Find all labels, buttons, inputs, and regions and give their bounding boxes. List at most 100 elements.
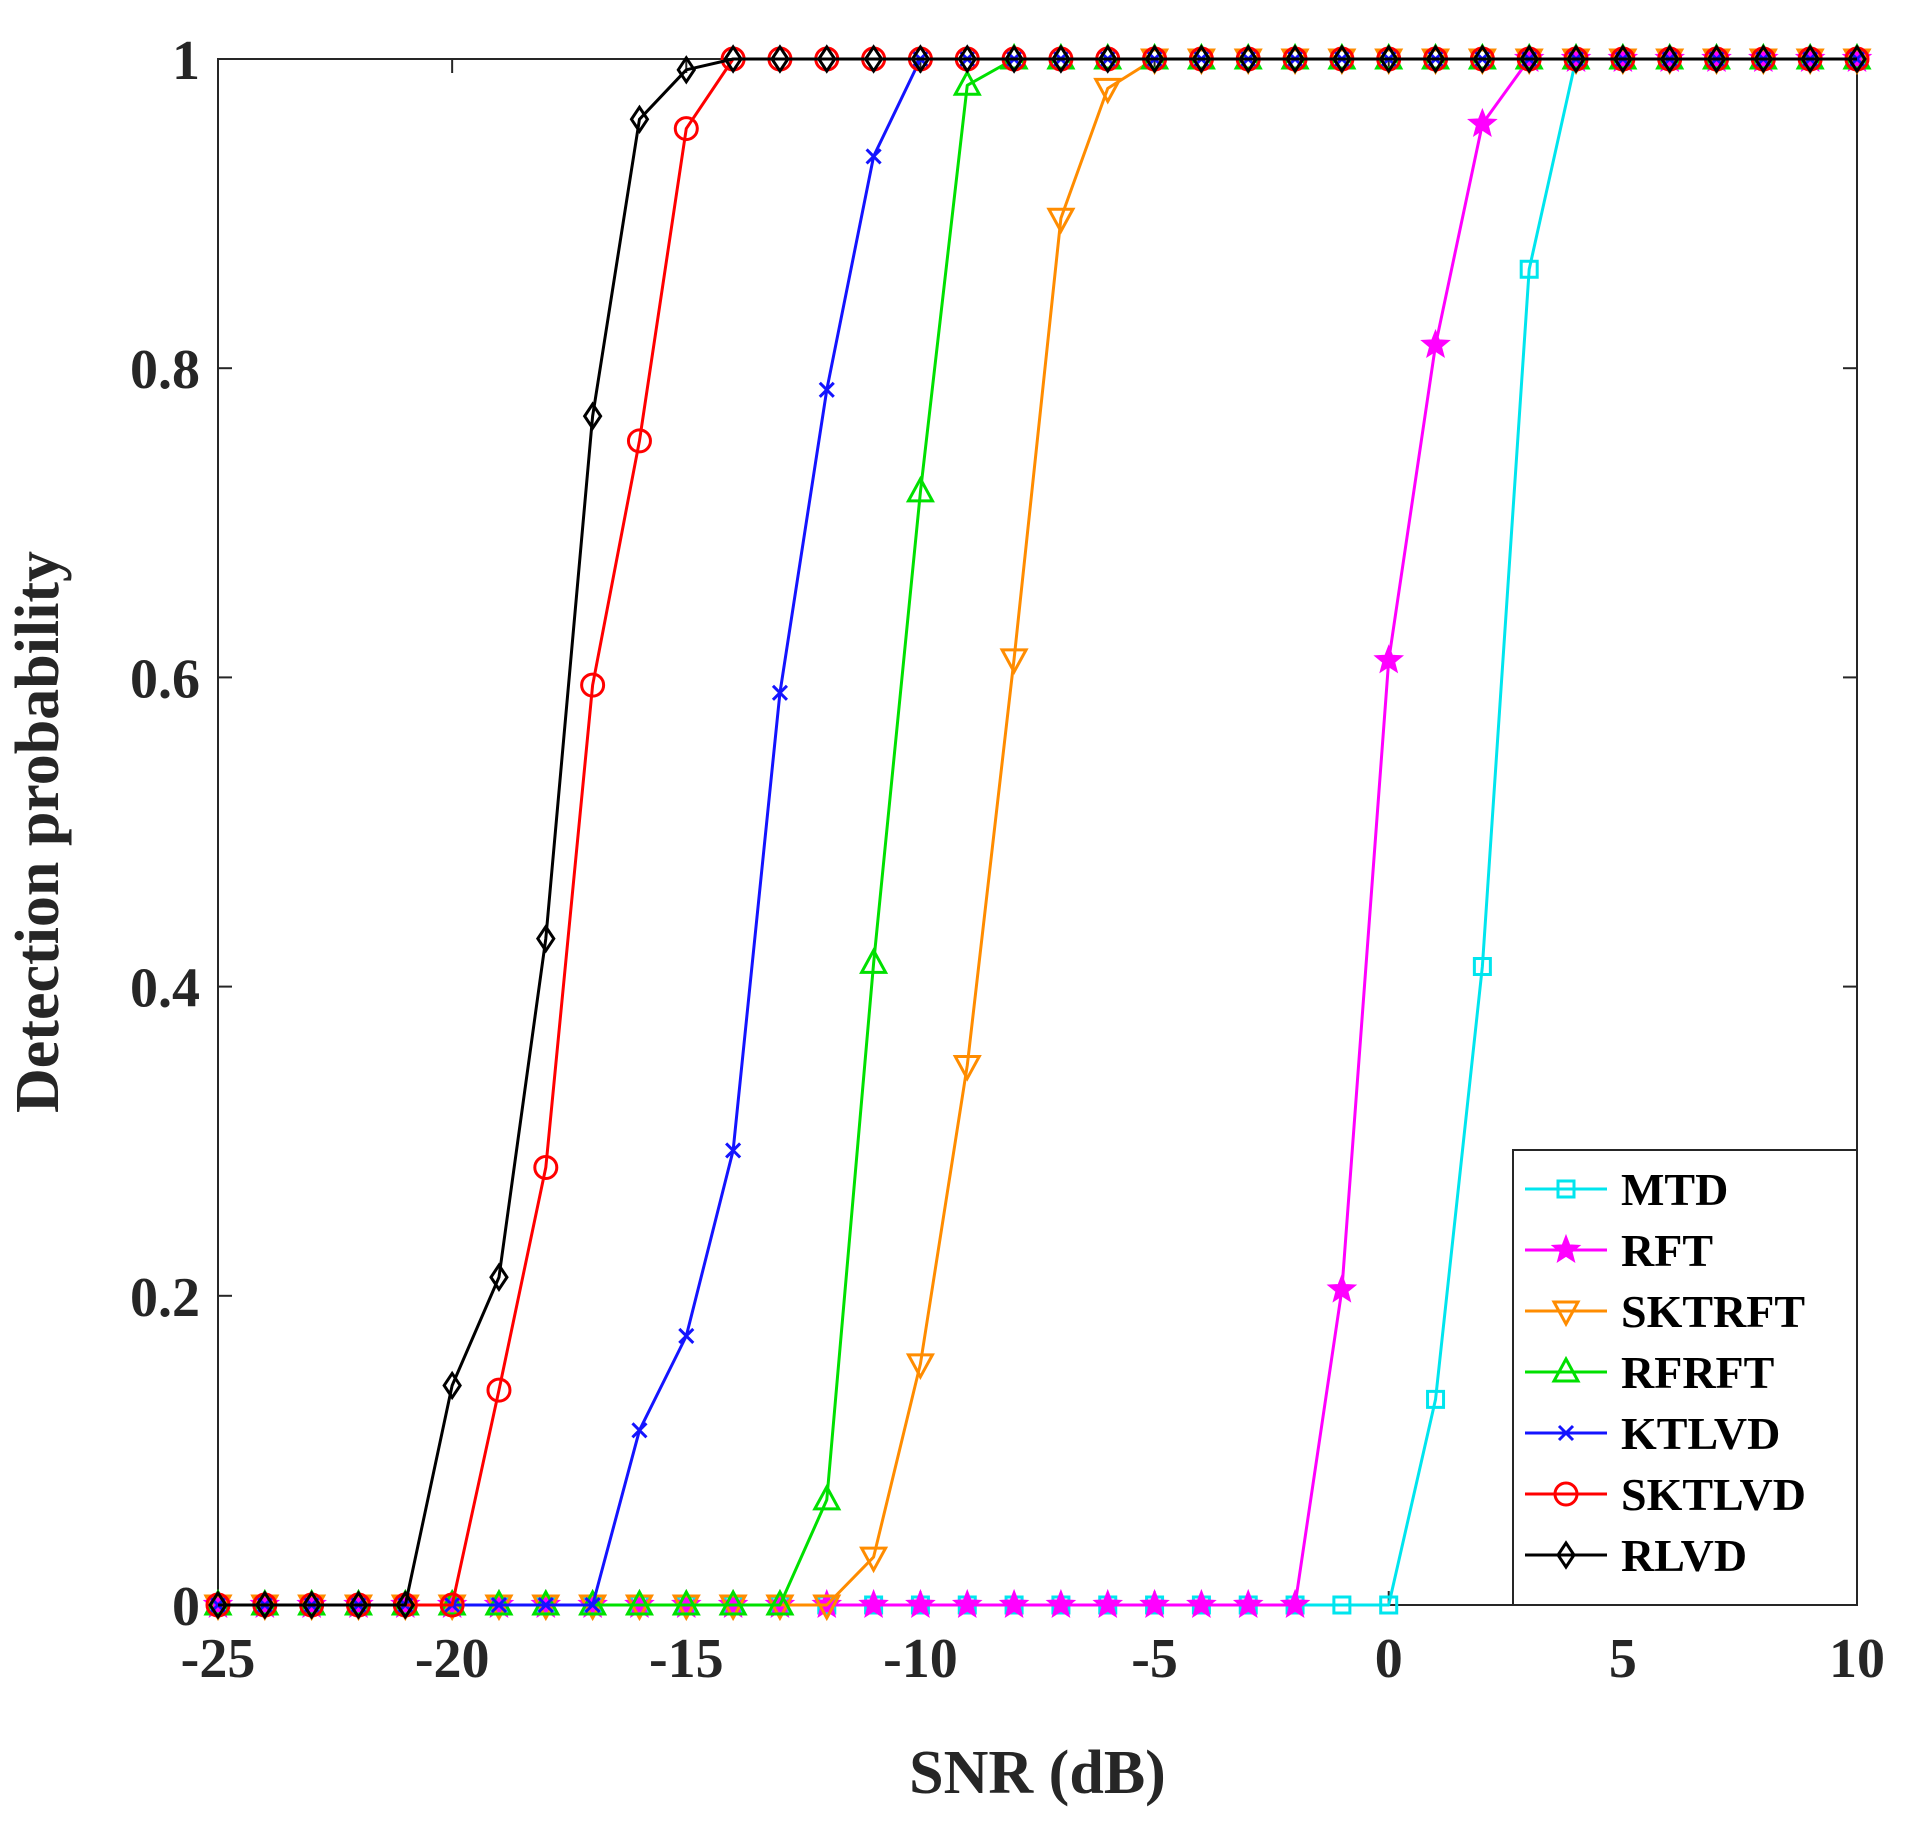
- data-point-rft: [1232, 1588, 1264, 1619]
- data-point-rft: [905, 1588, 936, 1619]
- legend-marker-rft: [1550, 1233, 1582, 1264]
- y-tick-label: 0.8: [130, 339, 200, 401]
- x-tick-label: -15: [649, 1628, 724, 1690]
- data-point-sktrft: [952, 1054, 982, 1082]
- data-point-sktrft: [531, 1594, 561, 1622]
- data-point-mtd: [1519, 259, 1539, 279]
- data-point-ktlvd: [771, 684, 789, 701]
- x-tick-label: 5: [1609, 1628, 1637, 1690]
- data-point-rfrft: [718, 1588, 748, 1616]
- data-point-sktlvd: [580, 672, 606, 698]
- data-point-sktlvd: [439, 1592, 465, 1618]
- series-rlvd: [208, 44, 1867, 1620]
- data-point-rlvd: [816, 44, 837, 74]
- data-point-rlvd: [910, 44, 931, 74]
- y-tick-label: 0.6: [130, 648, 200, 710]
- legend-marker-sktrft: [1551, 1300, 1581, 1328]
- data-point-rlvd: [957, 44, 978, 74]
- data-point-sktlvd: [533, 1154, 559, 1180]
- x-tick-label: -10: [883, 1628, 958, 1690]
- legend-marker-rlvd: [1556, 1540, 1576, 1570]
- data-point-rft: [1279, 1588, 1311, 1619]
- legend-label-rlvd: RLVD: [1621, 1530, 1747, 1581]
- data-point-rfrft: [812, 1483, 842, 1511]
- data-point-sktrft: [859, 1546, 889, 1574]
- data-point-rfrft: [484, 1588, 514, 1616]
- data-point-rlvd: [1659, 44, 1680, 74]
- data-point-rlvd: [1753, 44, 1774, 74]
- legend-entry-rlvd: RLVD: [1525, 1530, 1747, 1581]
- data-point-ktlvd: [678, 1327, 695, 1345]
- data-point-sktrft: [484, 1594, 514, 1622]
- data-point-mtd: [1426, 1389, 1446, 1409]
- legend-label-sktrft: SKTRFT: [1621, 1286, 1805, 1337]
- legend-entry-rft: RFT: [1525, 1225, 1713, 1276]
- data-point-sktrft: [1093, 77, 1123, 105]
- data-point-sktrft: [812, 1594, 842, 1622]
- legend-marker-rfrft: [1551, 1355, 1581, 1383]
- data-point-rfrft: [905, 475, 935, 503]
- legend-marker-ktlvd: [1557, 1424, 1575, 1442]
- data-point-rlvd: [1097, 44, 1118, 74]
- data-point-ktlvd: [818, 381, 835, 398]
- data-point-rft: [1467, 107, 1498, 137]
- data-point-rlvd: [535, 923, 556, 954]
- data-point-rlvd: [255, 1590, 275, 1620]
- data-point-rlvd: [1191, 44, 1212, 74]
- x-tick-label: -5: [1131, 1628, 1178, 1690]
- data-point-ktlvd: [584, 1596, 601, 1614]
- y-axis-title: Detection probability: [4, 551, 72, 1113]
- data-point-rfrft: [671, 1588, 701, 1616]
- legend-label-ktlvd: KTLVD: [1621, 1408, 1780, 1459]
- legend-entry-sktlvd: SKTLVD: [1525, 1469, 1806, 1520]
- data-point-sktlvd: [486, 1377, 512, 1403]
- data-point-rfrft: [952, 69, 982, 96]
- data-point-rlvd: [1519, 44, 1540, 74]
- data-point-rfrft: [578, 1588, 608, 1616]
- data-point-rft: [858, 1588, 889, 1619]
- x-tick-label: 0: [1375, 1628, 1403, 1690]
- legend-marker-sktlvd: [1553, 1481, 1579, 1507]
- data-point-rft: [1186, 1588, 1217, 1619]
- data-point-rfrft: [531, 1588, 561, 1616]
- y-tick-label: 0.2: [130, 1267, 200, 1329]
- data-point-rlvd: [1051, 44, 1071, 74]
- data-point-rft: [1373, 644, 1405, 674]
- data-point-rft: [1092, 1588, 1124, 1619]
- x-tick-label: 10: [1829, 1628, 1885, 1690]
- data-point-ktlvd: [865, 148, 882, 165]
- data-point-rft: [1045, 1588, 1077, 1619]
- data-point-sktrft: [671, 1594, 701, 1622]
- data-point-sktlvd: [673, 116, 699, 142]
- data-point-rft: [951, 1588, 983, 1619]
- data-point-rfrft: [624, 1588, 654, 1616]
- data-point-sktrft: [718, 1594, 748, 1622]
- data-point-rlvd: [1613, 44, 1633, 74]
- data-point-sktlvd: [626, 428, 652, 454]
- data-point-sktrft: [765, 1594, 795, 1622]
- data-point-rfrft: [765, 1588, 795, 1616]
- data-point-rlvd: [301, 1590, 322, 1620]
- legend: MTD RFT SKTRFT RFRFT KTLVD SKTLVD RLVD: [1512, 1149, 1858, 1606]
- x-axis-title: SNR (dB): [909, 1739, 1166, 1807]
- data-point-rlvd: [1847, 44, 1867, 74]
- data-point-rlvd: [1332, 44, 1352, 74]
- data-point-rlvd: [489, 1262, 509, 1292]
- data-point-rlvd: [629, 104, 650, 134]
- y-tick-label: 0.4: [130, 958, 200, 1020]
- data-point-sktrft: [578, 1594, 608, 1622]
- data-point-rfrft: [437, 1588, 467, 1616]
- data-point-mtd: [1379, 1595, 1399, 1615]
- data-point-rlvd: [1144, 44, 1165, 74]
- data-point-rlvd: [1285, 44, 1305, 74]
- data-point-rlvd: [208, 1590, 228, 1620]
- legend-label-sktlvd: SKTLVD: [1621, 1469, 1806, 1520]
- data-point-rlvd: [863, 44, 884, 74]
- legend-label-mtd: MTD: [1621, 1164, 1728, 1215]
- legend-marker-mtd: [1556, 1179, 1576, 1199]
- data-point-sktrft: [1046, 207, 1076, 235]
- data-point-ktlvd: [490, 1596, 508, 1614]
- legend-entry-mtd: MTD: [1525, 1164, 1728, 1215]
- legend-label-rfrft: RFRFT: [1621, 1347, 1774, 1398]
- data-point-rlvd: [1004, 44, 1024, 74]
